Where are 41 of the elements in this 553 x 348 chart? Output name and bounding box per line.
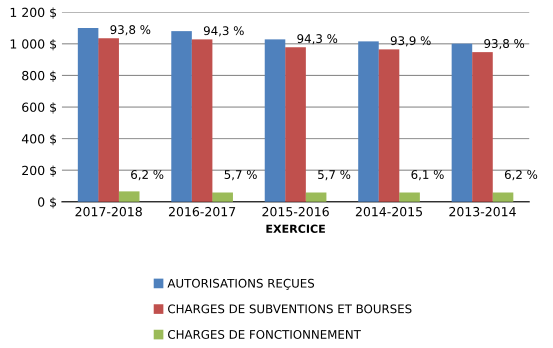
x-tick-label: 2016-2017: [168, 206, 236, 216]
bar: [358, 41, 379, 202]
annotation: 5,7 %: [318, 170, 350, 180]
bar: [452, 44, 472, 202]
y-tick-label: 1 200 $: [10, 7, 56, 19]
annotation: 6,1 %: [411, 170, 444, 180]
legend-label: CHARGES DE FONCTIONNEMENT: [168, 330, 361, 339]
x-tick-label: 2015-2016: [262, 206, 329, 216]
y-tick-label: 200 $: [22, 165, 56, 177]
annotation: 93,8 %: [110, 25, 150, 36]
annotation: 6,2 %: [504, 170, 538, 180]
y-tick-label: 400 $: [22, 134, 56, 146]
annotation: 93,9 %: [390, 36, 431, 46]
bar: [399, 192, 420, 202]
bar: [378, 49, 400, 202]
annotation: 93,8 %: [484, 39, 524, 50]
annotation: 5,7 %: [224, 170, 257, 180]
y-tick-label: 0 $: [38, 197, 56, 208]
bar: [212, 192, 233, 202]
x-tick-label: 2017-2018: [76, 206, 142, 216]
y-tick-label: 1 000 $: [10, 39, 56, 50]
annotation: 6,2 %: [131, 170, 164, 180]
annotation: 94,3 %: [204, 26, 244, 36]
bar: [285, 47, 306, 202]
bar: [118, 191, 140, 202]
legend-label: AUTORISATIONS REÇUES: [167, 278, 314, 290]
y-tick-label: 600 $: [22, 102, 56, 114]
bar: [306, 192, 326, 202]
y-tick-label: 800 $: [22, 70, 56, 82]
bar: [492, 192, 514, 202]
x-axis-title: EXERCICE: [266, 224, 325, 233]
legend-label: CHARGES DE SUBVENTIONS ET BOURSES: [168, 304, 412, 314]
bar: [264, 39, 286, 202]
bar: [78, 28, 98, 202]
bar: [98, 38, 119, 202]
bar: [171, 31, 192, 202]
x-tick-label: 2013-2014: [449, 206, 516, 216]
bar: [472, 52, 493, 202]
x-tick-label: 2014-2015: [356, 206, 422, 216]
annotation: 94,3 %: [297, 34, 338, 44]
bar: [192, 39, 212, 202]
